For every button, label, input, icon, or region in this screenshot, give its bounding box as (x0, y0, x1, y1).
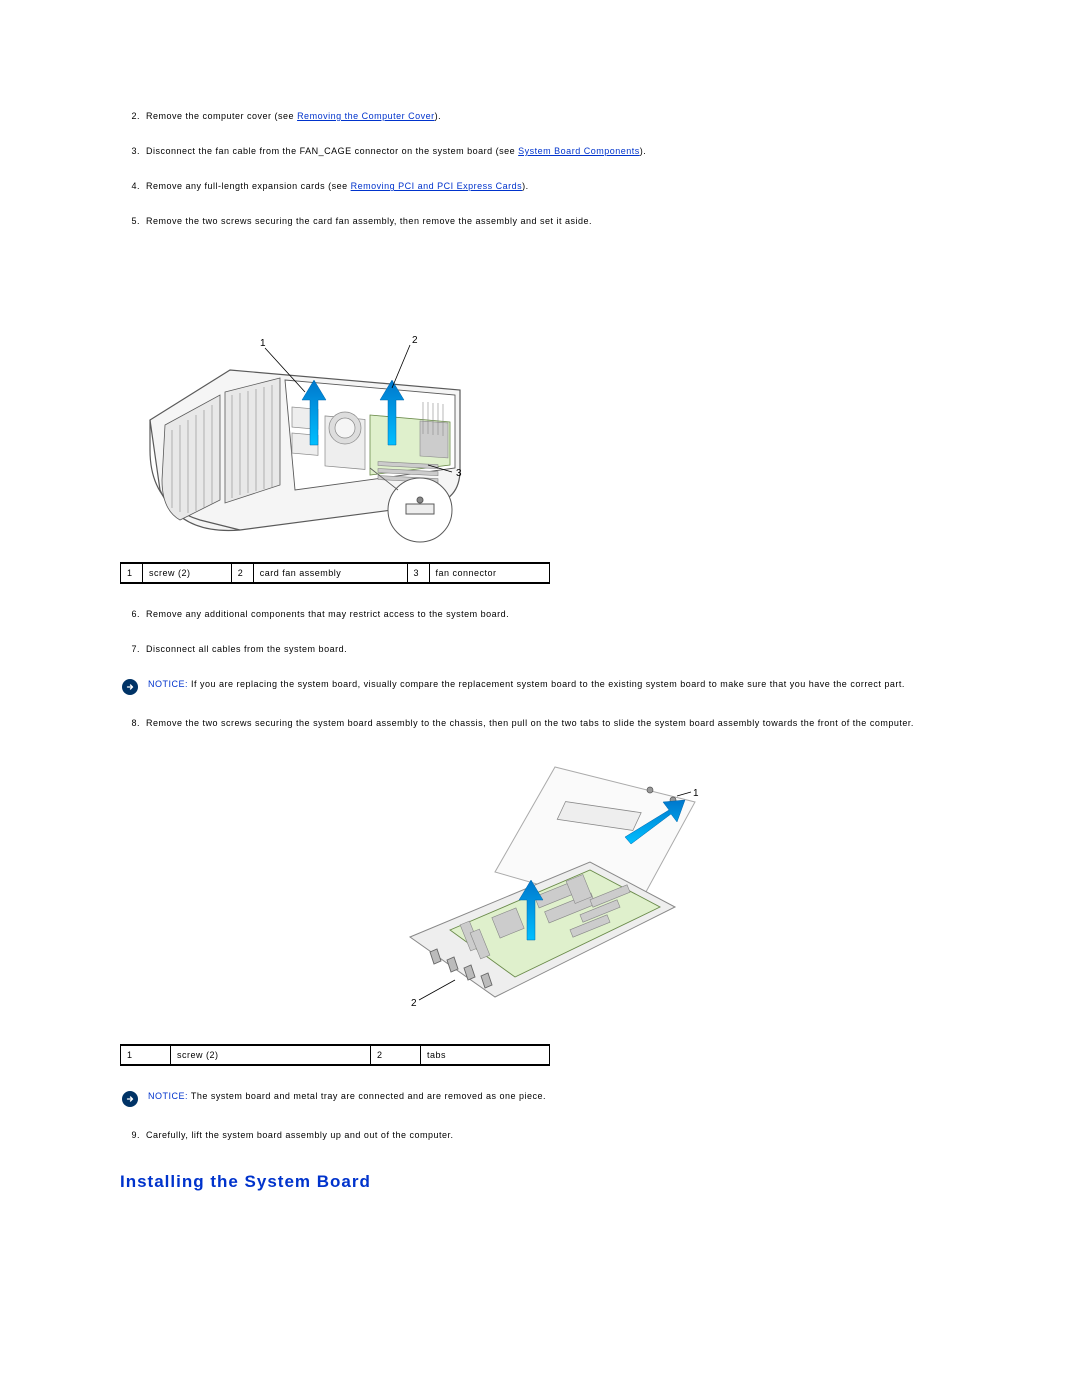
svg-text:1: 1 (260, 338, 266, 349)
table-row: 1 screw (2) 2 card fan assembly 3 fan co… (121, 563, 550, 583)
notice-icon (122, 679, 138, 695)
cell-label: card fan assembly (253, 563, 407, 583)
document-page: 2. Remove the computer cover (see Removi… (0, 0, 1080, 1262)
step-6: 6. Remove any additional components that… (120, 608, 960, 621)
notice-label: NOTICE: (148, 679, 188, 689)
step-number: 3. (120, 145, 146, 158)
instruction-list: 9. Carefully, lift the system board asse… (120, 1129, 960, 1142)
svg-text:2: 2 (412, 335, 418, 346)
step-text: Remove the two screws securing the syste… (146, 717, 960, 730)
step-text: Remove any full-length expansion cards (… (146, 180, 960, 193)
diagram-svg: 1 2 3 (120, 250, 480, 550)
svg-text:2: 2 (411, 998, 417, 1009)
step-4: 4. Remove any full-length expansion card… (120, 180, 960, 193)
instruction-list: 6. Remove any additional components that… (120, 608, 960, 656)
cell-num: 1 (121, 1045, 171, 1065)
instruction-list: 8. Remove the two screws securing the sy… (120, 717, 960, 730)
svg-text:3: 3 (456, 468, 462, 479)
notice-text: NOTICE: The system board and metal tray … (148, 1090, 960, 1103)
step-text: Disconnect all cables from the system bo… (146, 643, 960, 656)
callout-table-1: 1 screw (2) 2 card fan assembly 3 fan co… (120, 562, 550, 584)
step-number: 7. (120, 643, 146, 656)
step-number: 4. (120, 180, 146, 193)
step-number: 8. (120, 717, 146, 730)
svg-text:1: 1 (693, 788, 699, 799)
diagram-svg: 1 2 (375, 752, 705, 1032)
diagram-card-fan: 1 2 3 (120, 250, 960, 550)
step-text: Carefully, lift the system board assembl… (146, 1129, 960, 1142)
step-9: 9. Carefully, lift the system board asse… (120, 1129, 960, 1142)
step-number: 5. (120, 215, 146, 228)
cell-label: tabs (421, 1045, 550, 1065)
link-removing-cover[interactable]: Removing the Computer Cover (297, 111, 435, 121)
diagram-system-board: 1 2 (120, 752, 960, 1032)
callout-table-2: 1 screw (2) 2 tabs (120, 1044, 550, 1066)
notice-label: NOTICE: (148, 1091, 188, 1101)
step-5: 5. Remove the two screws securing the ca… (120, 215, 960, 228)
notice-block: NOTICE: The system board and metal tray … (122, 1090, 960, 1107)
notice-block: NOTICE: If you are replacing the system … (122, 678, 960, 695)
step-text: Remove the two screws securing the card … (146, 215, 960, 228)
cell-num: 2 (231, 563, 253, 583)
step-number: 9. (120, 1129, 146, 1142)
step-text: Remove any additional components that ma… (146, 608, 960, 621)
step-3: 3. Disconnect the fan cable from the FAN… (120, 145, 960, 158)
step-7: 7. Disconnect all cables from the system… (120, 643, 960, 656)
cell-num: 2 (371, 1045, 421, 1065)
instruction-list: 2. Remove the computer cover (see Removi… (120, 110, 960, 228)
notice-icon (122, 1091, 138, 1107)
step-2: 2. Remove the computer cover (see Removi… (120, 110, 960, 123)
step-text: Remove the computer cover (see Removing … (146, 110, 960, 123)
link-removing-pci[interactable]: Removing PCI and PCI Express Cards (351, 181, 523, 191)
step-8: 8. Remove the two screws securing the sy… (120, 717, 960, 730)
cell-label: fan connector (429, 563, 549, 583)
cell-label: screw (2) (143, 563, 232, 583)
step-number: 6. (120, 608, 146, 621)
section-heading: Installing the System Board (120, 1172, 960, 1192)
step-number: 2. (120, 110, 146, 123)
cell-label: screw (2) (171, 1045, 371, 1065)
cell-num: 3 (407, 563, 429, 583)
table-row: 1 screw (2) 2 tabs (121, 1045, 550, 1065)
step-text: Disconnect the fan cable from the FAN_CA… (146, 145, 960, 158)
link-system-board-components[interactable]: System Board Components (518, 146, 640, 156)
notice-text: NOTICE: If you are replacing the system … (148, 678, 960, 691)
cell-num: 1 (121, 563, 143, 583)
